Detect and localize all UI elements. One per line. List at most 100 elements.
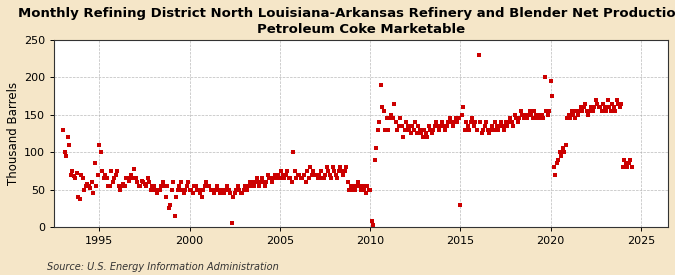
Point bbox=[612, 98, 622, 102]
Point bbox=[458, 105, 469, 109]
Point bbox=[291, 176, 302, 181]
Point bbox=[133, 184, 144, 188]
Point bbox=[86, 180, 97, 184]
Point bbox=[306, 172, 317, 177]
Point bbox=[485, 128, 496, 132]
Point bbox=[298, 172, 309, 177]
Point bbox=[79, 187, 90, 192]
Point bbox=[509, 112, 520, 117]
Point bbox=[398, 135, 408, 139]
Point bbox=[583, 112, 594, 117]
Point bbox=[219, 191, 230, 196]
Point bbox=[309, 172, 320, 177]
Point bbox=[351, 184, 362, 188]
Point bbox=[520, 112, 531, 117]
Point bbox=[340, 169, 350, 173]
Point bbox=[284, 176, 294, 181]
Point bbox=[526, 112, 537, 117]
Point bbox=[450, 116, 461, 121]
Point bbox=[198, 187, 209, 192]
Point bbox=[367, 219, 377, 223]
Point bbox=[454, 116, 464, 121]
Point bbox=[127, 176, 138, 181]
Point bbox=[270, 172, 281, 177]
Point bbox=[529, 109, 539, 113]
Point bbox=[619, 158, 630, 162]
Point bbox=[211, 184, 222, 188]
Point bbox=[511, 116, 522, 121]
Point bbox=[178, 191, 189, 196]
Point bbox=[554, 150, 565, 154]
Point bbox=[207, 187, 217, 192]
Point bbox=[65, 172, 76, 177]
Point bbox=[407, 124, 418, 128]
Point bbox=[354, 184, 365, 188]
Point bbox=[460, 128, 470, 132]
Point bbox=[80, 184, 91, 188]
Point bbox=[417, 135, 428, 139]
Point bbox=[171, 195, 182, 199]
Point bbox=[414, 128, 425, 132]
Point bbox=[495, 120, 506, 124]
Point bbox=[449, 120, 460, 124]
Point bbox=[551, 161, 562, 166]
Point bbox=[345, 184, 356, 188]
Point bbox=[392, 128, 403, 132]
Point bbox=[228, 195, 239, 199]
Point bbox=[518, 116, 529, 121]
Point bbox=[502, 124, 512, 128]
Point bbox=[603, 98, 614, 102]
Point bbox=[234, 187, 245, 192]
Point bbox=[512, 120, 523, 124]
Point bbox=[204, 184, 215, 188]
Point bbox=[421, 131, 431, 136]
Point bbox=[479, 124, 490, 128]
Point bbox=[521, 116, 532, 121]
Point bbox=[473, 53, 484, 57]
Point bbox=[547, 94, 558, 98]
Point bbox=[288, 150, 299, 154]
Point bbox=[517, 112, 528, 117]
Point bbox=[156, 184, 167, 188]
Point bbox=[70, 176, 81, 181]
Point bbox=[514, 116, 524, 121]
Point bbox=[558, 146, 568, 151]
Point bbox=[344, 187, 354, 192]
Point bbox=[231, 187, 242, 192]
Point bbox=[433, 124, 443, 128]
Point bbox=[76, 172, 87, 177]
Point bbox=[146, 184, 157, 188]
Point bbox=[548, 165, 559, 169]
Point bbox=[173, 184, 184, 188]
Point bbox=[359, 187, 370, 192]
Point bbox=[395, 116, 406, 121]
Point bbox=[148, 184, 159, 188]
Point bbox=[317, 176, 327, 181]
Point bbox=[232, 184, 243, 188]
Point bbox=[431, 120, 441, 124]
Point bbox=[446, 120, 457, 124]
Point bbox=[222, 184, 233, 188]
Point bbox=[115, 187, 126, 192]
Point bbox=[416, 131, 427, 136]
Point bbox=[94, 142, 105, 147]
Point bbox=[402, 124, 413, 128]
Point bbox=[572, 112, 583, 117]
Point bbox=[64, 142, 75, 147]
Point bbox=[126, 172, 136, 177]
Point bbox=[445, 116, 456, 121]
Point bbox=[364, 187, 375, 192]
Point bbox=[419, 128, 430, 132]
Point bbox=[428, 128, 439, 132]
Point bbox=[353, 180, 364, 184]
Point bbox=[347, 187, 358, 192]
Point bbox=[481, 120, 491, 124]
Point bbox=[315, 169, 326, 173]
Point bbox=[310, 172, 321, 177]
Point bbox=[184, 187, 195, 192]
Point bbox=[258, 180, 269, 184]
Point bbox=[243, 184, 254, 188]
Point bbox=[163, 206, 174, 211]
Point bbox=[595, 105, 605, 109]
Point bbox=[121, 176, 132, 181]
